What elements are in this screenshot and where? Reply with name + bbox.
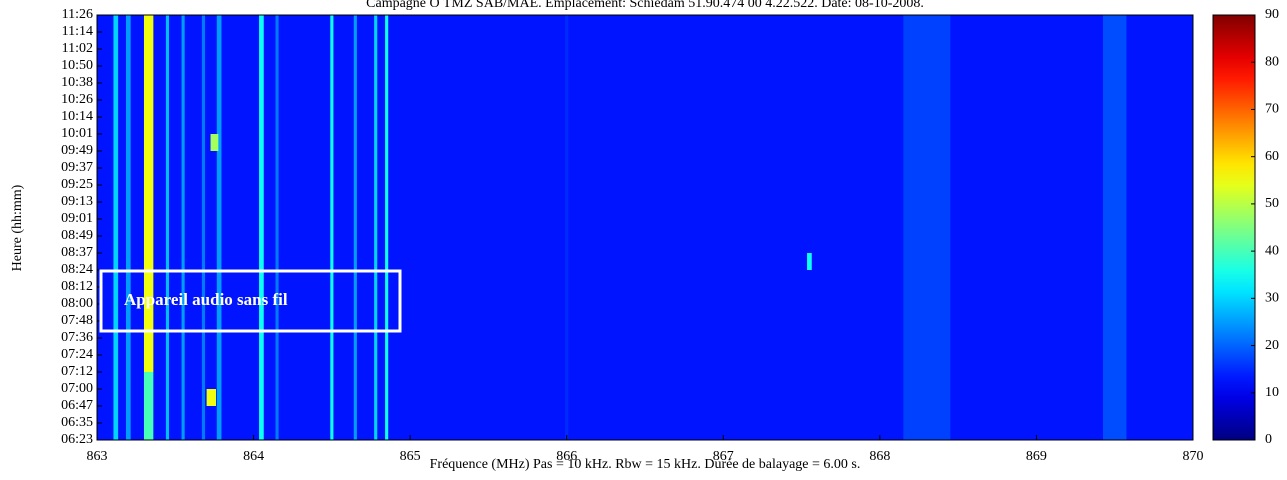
signal: [565, 15, 568, 440]
colorbar-tick-label: 30: [1265, 291, 1279, 306]
y-tick-label: 07:24: [61, 347, 93, 362]
x-tick-label: 863: [87, 449, 108, 464]
x-axis-label: Fréquence (MHz) Pas = 10 kHz. Rbw = 15 k…: [430, 457, 861, 472]
signal: [275, 15, 278, 440]
x-tick-label: 866: [556, 449, 577, 464]
x-tick-label: 868: [869, 449, 890, 464]
signal: [385, 15, 388, 440]
colorbar-tick-label: 80: [1265, 54, 1279, 69]
colorbar-tick-label: 0: [1265, 432, 1272, 447]
y-tick-label: 09:37: [61, 160, 93, 175]
y-tick-label: 10:38: [61, 75, 93, 90]
y-tick-label: 08:12: [61, 279, 93, 294]
signal: [354, 15, 357, 440]
chart-title: Campagne O TMZ SAB/MAE. Emplacement: Sch…: [366, 0, 924, 11]
y-tick-label: 08:00: [61, 296, 93, 311]
y-tick-label: 07:36: [61, 330, 93, 345]
signal: [182, 15, 185, 440]
signal: [126, 15, 131, 440]
chart: Campagne O TMZ SAB/MAE. Emplacement: Sch…: [0, 0, 1287, 475]
y-tick-label: 06:23: [61, 432, 93, 447]
signal: [1103, 15, 1126, 440]
x-tick-label: 864: [243, 449, 264, 464]
signal: [211, 134, 219, 151]
y-tick-label: 10:14: [61, 109, 93, 124]
signal: [807, 253, 812, 270]
signal: [166, 15, 169, 440]
colorbar-tick-label: 40: [1265, 243, 1279, 258]
x-tick-label: 867: [713, 449, 734, 464]
x-tick-label: 869: [1026, 449, 1047, 464]
y-tick-label: 10:50: [61, 58, 93, 73]
signal: [144, 372, 153, 440]
y-tick-label: 07:00: [61, 381, 93, 396]
signal: [202, 15, 205, 440]
y-tick-label: 06:35: [61, 415, 93, 430]
signal: [374, 15, 377, 440]
signal: [113, 15, 118, 440]
colorbar-tick-label: 60: [1265, 149, 1279, 164]
signal: [144, 15, 153, 372]
annotation: Appareil audio sans fil: [124, 290, 288, 309]
colorbar-tick-label: 70: [1265, 102, 1279, 117]
y-tick-label: 09:49: [61, 143, 93, 158]
y-tick-label: 10:26: [61, 92, 93, 107]
signal: [330, 15, 333, 440]
colorbar: [1213, 15, 1255, 440]
signal: [207, 389, 216, 406]
y-tick-label: 06:47: [61, 398, 93, 413]
y-tick-label: 09:25: [61, 177, 93, 192]
colorbar-tick-label: 10: [1265, 385, 1279, 400]
y-tick-label: 11:14: [62, 24, 93, 39]
signal: [903, 15, 950, 440]
y-tick-label: 08:24: [61, 262, 93, 277]
colorbar-tick-label: 20: [1265, 338, 1279, 353]
x-tick-label: 865: [400, 449, 421, 464]
y-tick-label: 09:13: [61, 194, 93, 209]
colorbar-tick-label: 90: [1265, 7, 1279, 22]
signal: [217, 15, 222, 440]
y-tick-label: 08:37: [61, 245, 93, 260]
y-tick-label: 11:02: [62, 41, 93, 56]
y-tick-label: 10:01: [61, 126, 93, 141]
x-tick-label: 870: [1183, 449, 1204, 464]
y-axis-label: Heure (hh:mm): [10, 184, 25, 271]
y-tick-label: 07:48: [61, 313, 93, 328]
y-tick-label: 08:49: [61, 228, 93, 243]
y-tick-label: 09:01: [61, 211, 93, 226]
signal: [259, 15, 264, 440]
y-tick-label: 11:26: [62, 7, 93, 22]
colorbar-tick-label: 50: [1265, 196, 1279, 211]
y-tick-label: 07:12: [61, 364, 93, 379]
